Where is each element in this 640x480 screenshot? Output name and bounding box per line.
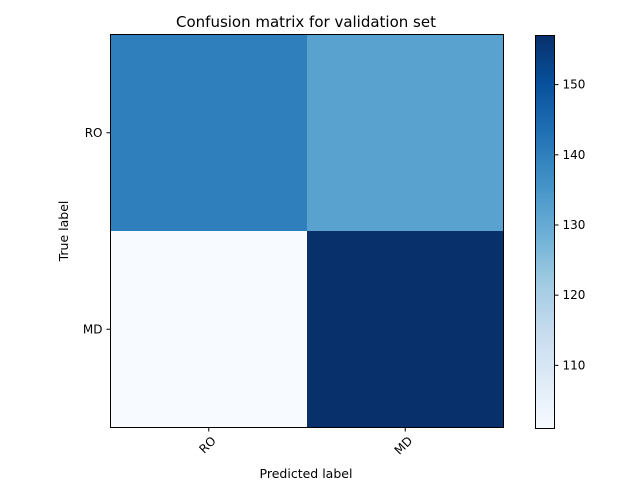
heatmap-cell xyxy=(110,231,308,428)
y-tick-label: MD xyxy=(83,322,103,336)
x-tick-label: MD xyxy=(392,434,416,458)
colorbar-tick-label: 150 xyxy=(563,78,586,92)
x-axis-ticks: RO MD xyxy=(196,427,416,458)
colorbar xyxy=(535,35,555,429)
chart-title: Confusion matrix for validation set xyxy=(176,13,436,31)
colorbar-tick-label: 120 xyxy=(563,288,586,302)
y-tick-label: RO xyxy=(85,126,103,140)
x-tick-label: RO xyxy=(196,434,218,456)
x-axis-label: Predicted label xyxy=(260,466,353,480)
y-axis-label: True label xyxy=(56,201,71,263)
colorbar-tick-label: 130 xyxy=(563,218,586,232)
heatmap-cell xyxy=(307,34,504,232)
plot-frame xyxy=(110,34,504,428)
heatmap-cell xyxy=(110,34,308,232)
colorbar-ticks: 110 120 130 140 150 xyxy=(554,78,586,372)
colorbar-tick-label: 110 xyxy=(563,358,586,372)
y-axis-ticks: RO MD xyxy=(83,126,111,336)
colorbar-tick-label: 140 xyxy=(563,148,586,162)
heatmap-cell xyxy=(307,231,504,428)
heatmap-cells xyxy=(110,34,504,428)
